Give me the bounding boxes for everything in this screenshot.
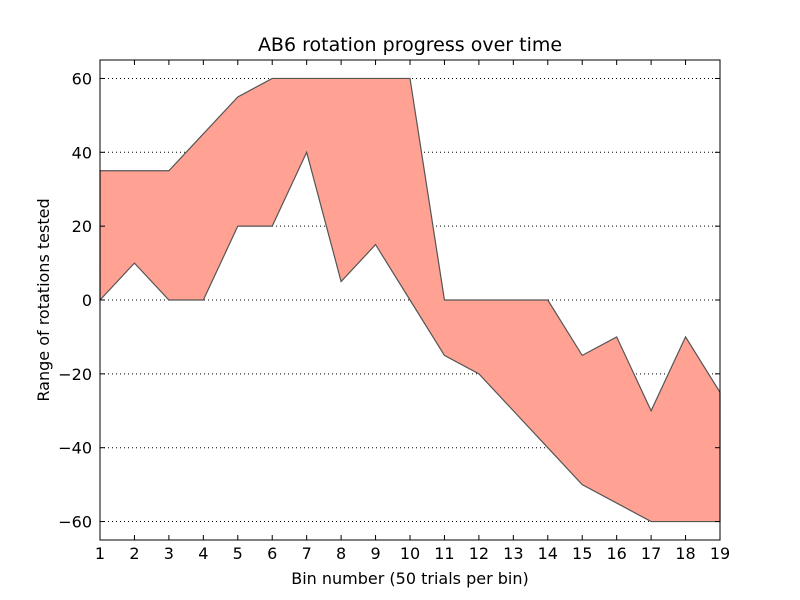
y-tick-label: −40 <box>58 439 92 458</box>
y-tick-label: 20 <box>72 217 92 236</box>
x-tick-label: 15 <box>572 544 592 563</box>
x-tick-label: 19 <box>710 544 730 563</box>
axis-ticks: 1 2 3 4 5 6 7 8 9 10 11 12 13 14 15 16 17 18 19−60−40−2002… <box>58 60 730 563</box>
y-tick-label: −60 <box>58 513 92 532</box>
x-tick-label: 13 <box>503 544 523 563</box>
x-tick-label: 17 <box>641 544 661 563</box>
x-axis-label: Bin number (50 trials per bin) <box>291 569 528 588</box>
x-tick-label: 6 <box>267 544 277 563</box>
x-tick-label: 9 <box>370 544 380 563</box>
x-tick-label: 5 <box>233 544 243 563</box>
x-tick-label: 16 <box>606 544 626 563</box>
x-tick-label: 8 <box>336 544 346 563</box>
y-tick-label: 0 <box>82 291 92 310</box>
x-tick-label: 1 <box>95 544 105 563</box>
x-tick-label: 11 <box>434 544 454 563</box>
x-tick-label: 18 <box>675 544 695 563</box>
x-tick-label: 4 <box>198 544 208 563</box>
y-tick-label: 60 <box>72 69 92 88</box>
x-tick-label: 12 <box>469 544 489 563</box>
y-tick-label: −20 <box>58 365 92 384</box>
x-tick-label: 10 <box>400 544 420 563</box>
y-axis-label: Range of rotations tested <box>34 198 53 401</box>
x-tick-label: 14 <box>538 544 558 563</box>
x-tick-label: 2 <box>129 544 139 563</box>
x-tick-label: 3 <box>164 544 174 563</box>
x-tick-label: 7 <box>302 544 312 563</box>
y-tick-label: 40 <box>72 143 92 162</box>
chart-title: AB6 rotation progress over time <box>258 34 562 56</box>
